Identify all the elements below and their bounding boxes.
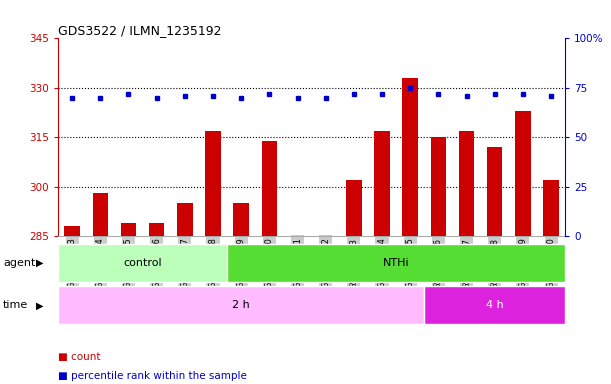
Bar <box>121 223 136 384</box>
Bar <box>403 78 418 384</box>
Bar <box>375 131 390 384</box>
Bar <box>431 137 446 384</box>
Text: ▶: ▶ <box>36 300 43 310</box>
Text: agent: agent <box>3 258 35 268</box>
Bar <box>227 244 565 282</box>
Bar <box>149 223 164 384</box>
Text: control: control <box>123 258 162 268</box>
Bar <box>318 236 334 384</box>
Bar <box>459 131 474 384</box>
Bar <box>424 286 565 324</box>
Bar <box>543 180 559 384</box>
Bar <box>290 236 306 384</box>
Bar <box>92 193 108 384</box>
Text: ■ count: ■ count <box>58 352 101 362</box>
Text: NTHi: NTHi <box>383 258 409 268</box>
Text: ▶: ▶ <box>36 258 43 268</box>
Text: GDS3522 / ILMN_1235192: GDS3522 / ILMN_1235192 <box>58 24 222 37</box>
Bar <box>177 203 192 384</box>
Bar <box>487 147 502 384</box>
Text: 2 h: 2 h <box>232 300 250 310</box>
Bar <box>515 111 531 384</box>
Bar <box>58 244 227 282</box>
Bar <box>233 203 249 384</box>
Bar <box>58 286 424 324</box>
Text: time: time <box>3 300 28 310</box>
Bar <box>64 226 80 384</box>
Text: ■ percentile rank within the sample: ■ percentile rank within the sample <box>58 371 247 381</box>
Bar <box>346 180 362 384</box>
Bar <box>262 141 277 384</box>
Text: 4 h: 4 h <box>486 300 503 310</box>
Bar <box>205 131 221 384</box>
